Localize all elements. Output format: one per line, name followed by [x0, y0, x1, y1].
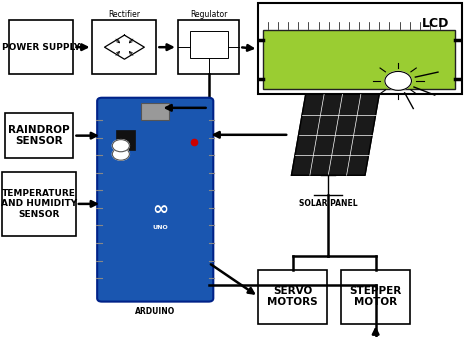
Text: LCD: LCD — [421, 17, 449, 30]
FancyBboxPatch shape — [258, 270, 327, 324]
FancyBboxPatch shape — [258, 3, 462, 94]
FancyBboxPatch shape — [97, 98, 213, 302]
Text: Regulator: Regulator — [190, 10, 227, 19]
Text: ∞: ∞ — [152, 200, 168, 219]
Circle shape — [385, 71, 411, 90]
FancyBboxPatch shape — [5, 113, 73, 158]
FancyBboxPatch shape — [116, 130, 135, 150]
FancyBboxPatch shape — [341, 270, 410, 324]
Circle shape — [112, 148, 129, 160]
Text: RAINDROP
SENSOR: RAINDROP SENSOR — [8, 125, 70, 147]
Text: ARDUINO: ARDUINO — [135, 307, 175, 315]
FancyBboxPatch shape — [178, 20, 239, 74]
Circle shape — [112, 140, 129, 152]
FancyBboxPatch shape — [263, 30, 455, 89]
Text: POWER SUPPLY: POWER SUPPLY — [2, 43, 81, 52]
Text: UNO: UNO — [152, 225, 168, 230]
FancyBboxPatch shape — [92, 20, 156, 74]
Text: SOLAR PANEL: SOLAR PANEL — [299, 200, 357, 208]
FancyBboxPatch shape — [141, 103, 169, 120]
Text: SERVO
MOTORS: SERVO MOTORS — [267, 286, 318, 307]
FancyBboxPatch shape — [9, 20, 73, 74]
FancyBboxPatch shape — [190, 31, 228, 58]
Polygon shape — [292, 94, 379, 175]
Text: STEPPER
MOTOR: STEPPER MOTOR — [349, 286, 402, 307]
Text: TEMPERATURE
AND HUMIDITY
SENSOR: TEMPERATURE AND HUMIDITY SENSOR — [1, 189, 77, 219]
Text: Rectifier: Rectifier — [109, 10, 140, 19]
FancyBboxPatch shape — [2, 172, 76, 236]
